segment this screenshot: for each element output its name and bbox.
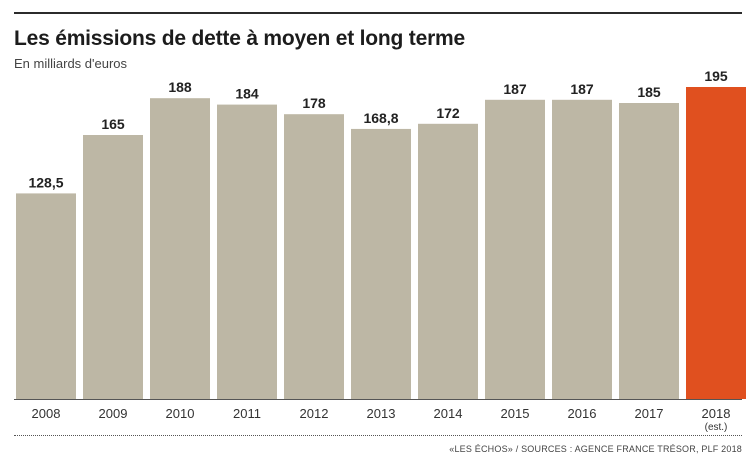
value-label-2014: 172 (436, 105, 460, 121)
footer-divider (14, 435, 742, 436)
bar-2008 (16, 193, 76, 399)
bar-2010 (150, 98, 210, 399)
bar-2013 (351, 128, 411, 400)
bar-2017 (619, 103, 679, 399)
value-label-2017: 185 (637, 84, 661, 100)
bar-2018 (686, 87, 746, 399)
x-tick-label-2013: 2013 (367, 406, 396, 421)
value-label-2013: 168,8 (363, 110, 398, 126)
source-credit: «LES ÉCHOS» / SOURCES : AGENCE FRANCE TR… (449, 444, 742, 454)
x-tick-label-2009: 2009 (99, 406, 128, 421)
chart-subtitle: En milliards d'euros (14, 56, 128, 71)
bar-2014 (418, 123, 478, 400)
bar-2016 (552, 99, 612, 400)
value-label-2018: 195 (704, 68, 728, 84)
x-tick-label-2014: 2014 (434, 406, 463, 421)
x-tick-label-2011: 2011 (233, 406, 261, 421)
value-label-2016: 187 (570, 81, 594, 97)
value-label-2010: 188 (168, 79, 192, 95)
value-label-2012: 178 (302, 95, 326, 111)
chart-title: Les émissions de dette à moyen et long t… (14, 27, 466, 50)
x-tick-label-2016: 2016 (568, 406, 597, 421)
bar-2015 (485, 99, 545, 400)
x-tick-label-2015: 2015 (501, 406, 530, 421)
bar-2011 (217, 104, 277, 399)
value-label-2011: 184 (235, 86, 259, 102)
x-tick-label-2018: 2018 (702, 406, 731, 421)
top-rule (14, 12, 742, 14)
bar-2012 (284, 114, 344, 399)
x-tick-label-2017: 2017 (635, 406, 664, 421)
x-tick-label-2012: 2012 (300, 406, 329, 421)
value-label-2009: 165 (101, 116, 125, 132)
x-tick-note-2018: (est.) (705, 422, 728, 433)
x-tick-label-2008: 2008 (32, 406, 61, 421)
x-tick-label-2010: 2010 (166, 406, 195, 421)
bar-2009 (83, 135, 143, 399)
value-label-2015: 187 (503, 81, 527, 97)
value-label-2008: 128,5 (28, 174, 63, 190)
